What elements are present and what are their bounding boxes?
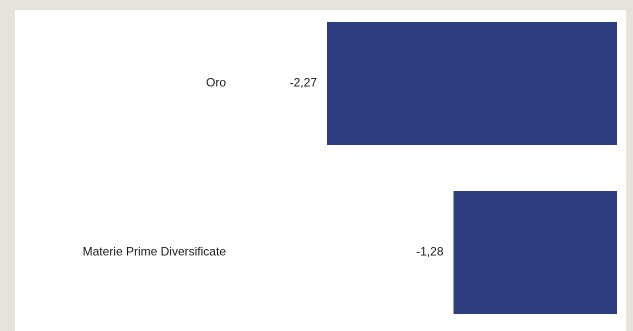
category-label: Materie Prime Diversificate (83, 245, 227, 259)
value-label: -2,27 (290, 76, 318, 90)
bar-1 (327, 22, 617, 145)
bar-2 (453, 191, 617, 314)
category-label: Oro (206, 76, 226, 90)
value-label: -1,28 (416, 245, 444, 259)
